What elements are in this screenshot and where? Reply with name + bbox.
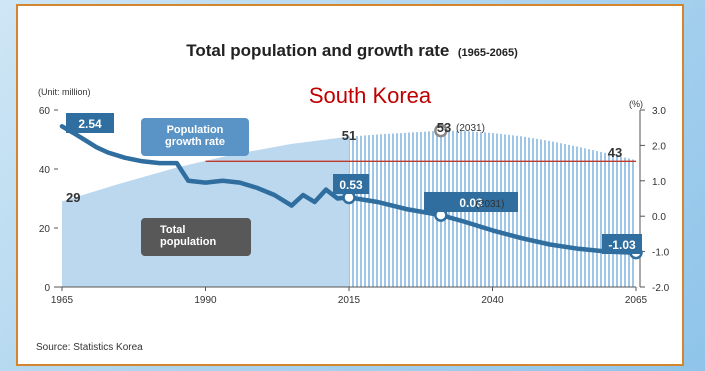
- chart-subtitle: South Korea: [309, 83, 432, 108]
- label-pop-1965: 29: [66, 190, 80, 205]
- population-area-past: [62, 136, 349, 287]
- label-rate-1965-bg: [66, 113, 114, 133]
- right-tick-label: -1.0: [652, 248, 670, 259]
- right-tick-label: 3.0: [652, 106, 666, 117]
- left-tick-label: 0: [44, 283, 50, 294]
- x-tick-label: 1965: [51, 295, 74, 306]
- right-tick-label: 2.0: [652, 141, 666, 152]
- source-note: Source: Statistics Korea: [36, 342, 143, 353]
- label-rate-2031-bg-wide-bg: [424, 192, 518, 212]
- label-rate-2065-bg: [602, 234, 642, 254]
- right-tick-label: -2.0: [652, 283, 670, 294]
- right-tick-label: 0.0: [652, 212, 666, 223]
- left-tick-label: 60: [39, 106, 51, 117]
- x-tick-label: 1990: [194, 295, 217, 306]
- x-tick-label: 2015: [338, 295, 361, 306]
- growth-rate-series: [59, 124, 639, 255]
- label-rate-2031-bg-wide: 0.03: [459, 196, 483, 210]
- legend-total-population-label: population: [160, 236, 216, 248]
- label-pop-2015: 51: [342, 128, 356, 143]
- legend-growth-rate-label: Population: [167, 124, 224, 136]
- left-axis-unit: (Unit: million): [38, 87, 91, 97]
- x-tick-label: 2065: [625, 295, 648, 306]
- label-rate-2065: -1.03: [608, 238, 636, 252]
- label-rate-2015-bg: [333, 174, 369, 194]
- left-tick-label: 20: [39, 224, 51, 235]
- legend-growth-rate-box: [141, 118, 249, 156]
- label-pop-2031: 53: [437, 120, 451, 135]
- right-tick-label: 1.0: [652, 177, 666, 188]
- left-tick-label: 40: [39, 165, 51, 176]
- population-peak-marker: [434, 123, 448, 138]
- label-pop-2065: 43: [608, 145, 622, 160]
- label-rate-2031-note: (2031): [476, 199, 505, 210]
- label-rate-1965: 2.54: [78, 117, 102, 131]
- label-rate-2015: 0.53: [339, 178, 363, 192]
- chart-title: Total population and growth rate (1965-2…: [186, 41, 518, 60]
- label-pop-2031-note: (2031): [456, 123, 485, 134]
- legend-growth-rate-label: growth rate: [165, 136, 225, 148]
- legend-total-population-box: [141, 218, 251, 256]
- x-tick-label: 2040: [481, 295, 504, 306]
- right-axis-unit: (%): [629, 99, 643, 109]
- legend-total-population-label: Total: [160, 224, 185, 236]
